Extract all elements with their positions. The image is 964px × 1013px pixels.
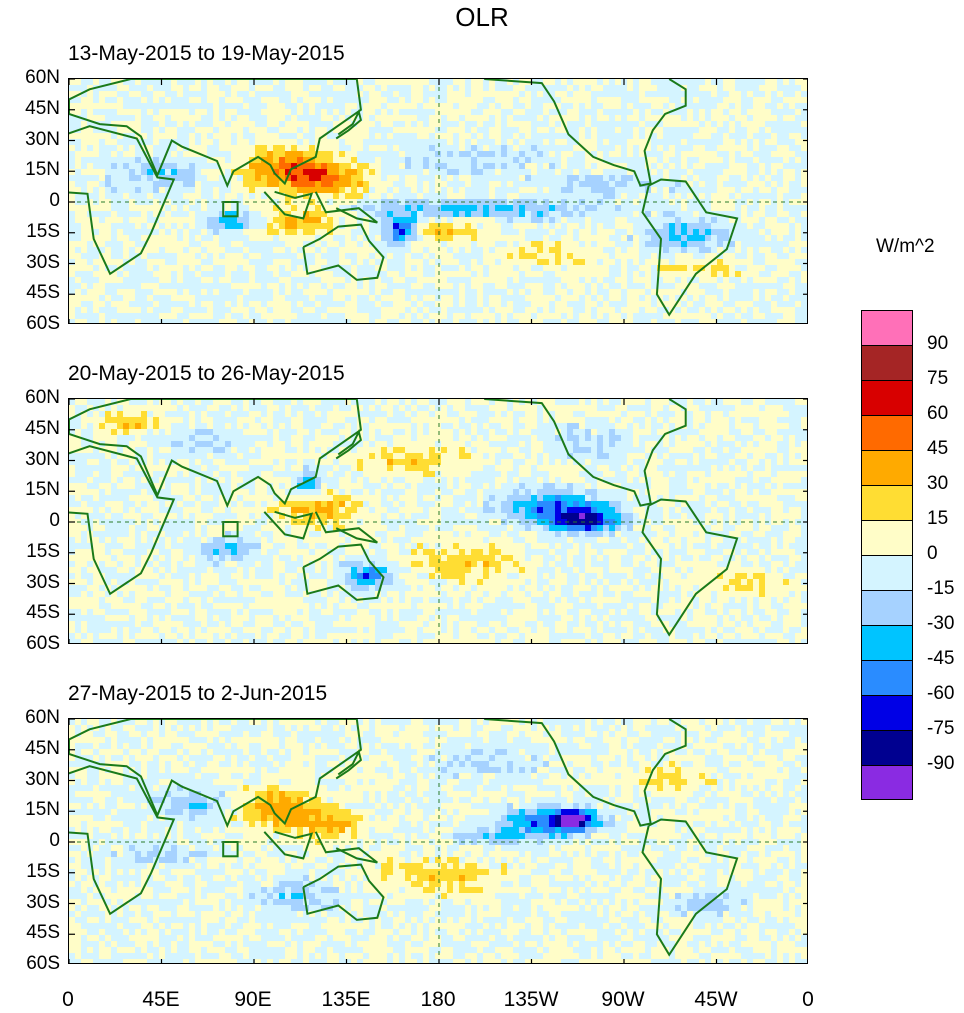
lat-label: 30S bbox=[26, 251, 60, 273]
colorbar-level-label: -75 bbox=[927, 718, 955, 739]
map-panel-1 bbox=[68, 78, 808, 324]
lon-label: 135W bbox=[503, 988, 559, 1011]
lon-label: 45E bbox=[142, 988, 180, 1011]
lat-label: 15N bbox=[25, 799, 60, 821]
map-panel-3 bbox=[68, 718, 808, 964]
lon-label: 0 bbox=[802, 988, 814, 1011]
colorbar-swatch bbox=[861, 380, 913, 415]
colorbar-level-label: -60 bbox=[927, 683, 955, 704]
colorbar-swatch bbox=[861, 730, 913, 765]
lat-label: 45S bbox=[26, 282, 60, 304]
colorbar-swatch bbox=[861, 450, 913, 485]
lon-label: 90E bbox=[234, 988, 272, 1011]
colorbar-swatch bbox=[861, 520, 913, 555]
colorbar-level-label: 15 bbox=[927, 508, 949, 529]
lat-label: 15N bbox=[25, 479, 60, 501]
colorbar-swatch bbox=[861, 310, 913, 345]
colorbar-level-label: 75 bbox=[927, 368, 949, 389]
lat-label: 60N bbox=[25, 707, 60, 728]
lat-label: 15S bbox=[26, 540, 60, 562]
colorbar-level-label: 0 bbox=[927, 543, 938, 564]
lat-label: 30N bbox=[25, 448, 60, 470]
lat-label: 0 bbox=[49, 510, 60, 531]
lat-label: 60S bbox=[26, 313, 60, 334]
colorbar-swatch bbox=[861, 555, 913, 590]
lat-label: 0 bbox=[49, 830, 60, 851]
lat-label: 30S bbox=[26, 891, 60, 913]
lat-label: 15S bbox=[26, 860, 60, 882]
lat-label: 45S bbox=[26, 922, 60, 944]
lat-label: 30N bbox=[25, 128, 60, 150]
lat-label: 30N bbox=[25, 768, 60, 790]
colorbar-level-label: -45 bbox=[927, 648, 955, 669]
lon-label: 135E bbox=[321, 988, 371, 1011]
colorbar-level-label: 45 bbox=[927, 438, 949, 459]
colorbar-level-label: -30 bbox=[927, 613, 955, 634]
panel-1-title: 13-May-2015 to 19-May-2015 bbox=[68, 42, 345, 65]
colorbar bbox=[861, 310, 913, 800]
map-panel-2 bbox=[68, 398, 808, 644]
lat-label: 45N bbox=[25, 417, 60, 439]
lat-label: 45S bbox=[26, 602, 60, 624]
lat-label: 30S bbox=[26, 571, 60, 593]
colorbar-swatch bbox=[861, 660, 913, 695]
panel-2-title: 20-May-2015 to 26-May-2015 bbox=[68, 362, 345, 385]
lat-label: 45N bbox=[25, 737, 60, 759]
lat-label: 60S bbox=[26, 953, 60, 974]
lon-label: 90W bbox=[601, 988, 645, 1011]
colorbar-level-label: 30 bbox=[927, 473, 949, 494]
colorbar-level-label: -90 bbox=[927, 753, 955, 774]
colorbar-swatch bbox=[861, 485, 913, 520]
colorbar-swatch bbox=[861, 590, 913, 625]
lat-label: 60N bbox=[25, 67, 60, 88]
colorbar-level-label: -15 bbox=[927, 578, 955, 599]
lat-label: 15S bbox=[26, 220, 60, 242]
lat-label: 45N bbox=[25, 97, 60, 119]
colorbar-swatch bbox=[861, 625, 913, 660]
colorbar-level-label: 90 bbox=[927, 333, 949, 354]
lat-label: 15N bbox=[25, 159, 60, 181]
colorbar-level-label: 60 bbox=[927, 403, 949, 424]
colorbar-swatch bbox=[861, 415, 913, 450]
lat-label: 60S bbox=[26, 633, 60, 654]
colorbar-swatch bbox=[861, 345, 913, 380]
colorbar-units: W/m^2 bbox=[876, 236, 935, 257]
figure-title: OLR bbox=[455, 2, 509, 32]
lat-label: 60N bbox=[25, 387, 60, 408]
lat-label: 0 bbox=[49, 190, 60, 211]
lon-label: 0 bbox=[62, 988, 74, 1011]
colorbar-swatch bbox=[861, 695, 913, 730]
lon-label: 45W bbox=[694, 988, 738, 1011]
panel-3-title: 27-May-2015 to 2-Jun-2015 bbox=[68, 682, 328, 705]
lon-label: 180 bbox=[420, 988, 456, 1011]
colorbar-swatch bbox=[861, 765, 913, 800]
